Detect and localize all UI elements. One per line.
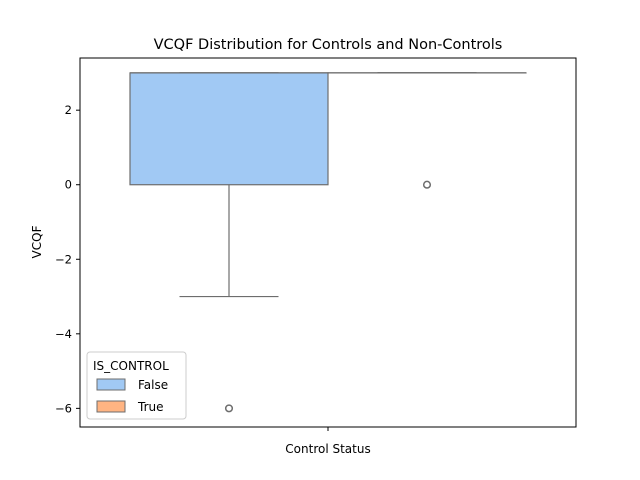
box-true — [327, 72, 527, 189]
y-tick-label: −2 — [55, 252, 72, 266]
outlier-point — [422, 180, 432, 189]
y-tick-label: 0 — [65, 178, 72, 192]
chart-title: VCQF Distribution for Controls and Non-C… — [154, 37, 503, 53]
legend-swatch-false — [96, 378, 126, 391]
axes-layer: 2 0 −2 −4 −6 VCQF Distribution for Controls … — [30, 37, 577, 456]
y-tick-label: −6 — [55, 401, 72, 415]
y-tick-label: 2 — [65, 103, 72, 117]
legend-label-false: False — [138, 378, 168, 392]
legend-label-true: True — [137, 400, 164, 414]
x-axis-label: Control Status — [285, 442, 370, 456]
y-tick-label: −4 — [55, 327, 72, 341]
box-body — [129, 72, 329, 186]
y-axis-ticks: 2 0 −2 −4 −6 — [55, 103, 80, 415]
legend-title: IS_CONTROL — [93, 359, 169, 373]
outlier-point — [224, 404, 234, 413]
legend-swatch-true — [96, 400, 126, 413]
y-axis-label: VCQF — [30, 225, 44, 258]
legend: IS_CONTROL False True — [86, 351, 187, 420]
plot-marks — [129, 72, 527, 413]
box-false — [129, 72, 329, 413]
